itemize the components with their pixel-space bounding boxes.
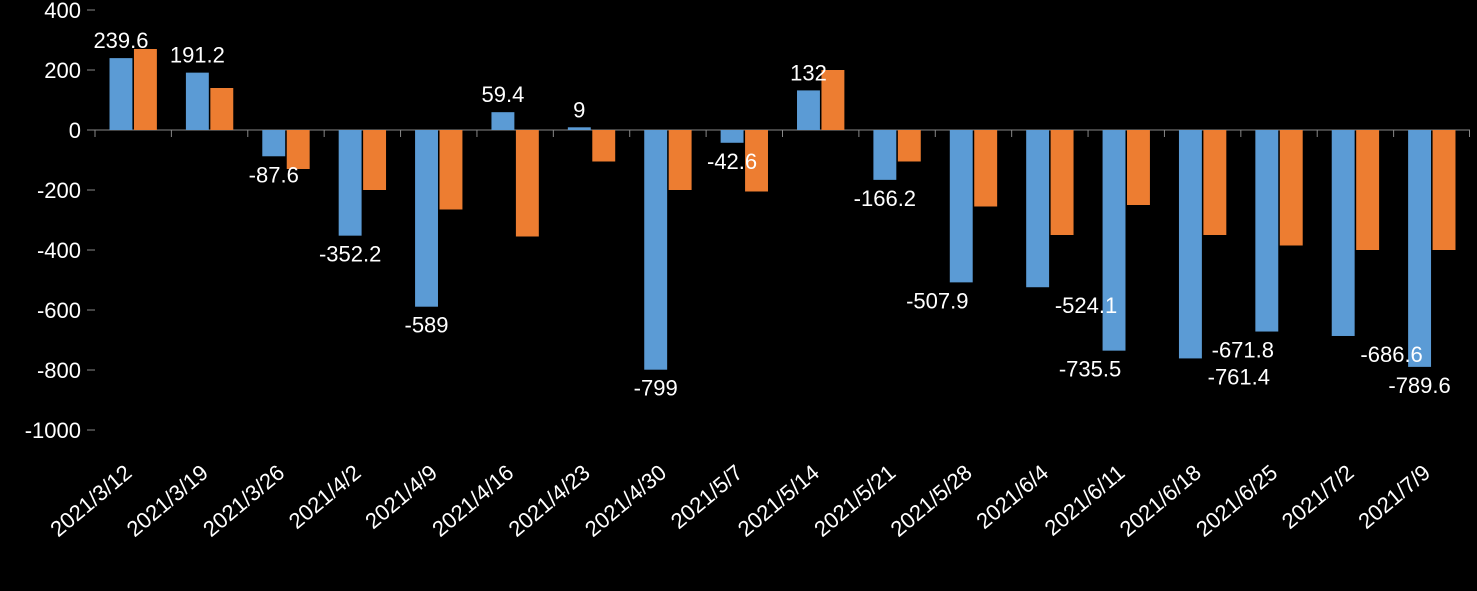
y-tick-label: 400 xyxy=(44,0,81,23)
bar-series2 xyxy=(1280,130,1303,246)
bar-value-label: -686.6 xyxy=(1360,342,1422,367)
bar-series2 xyxy=(898,130,921,162)
bar-series2 xyxy=(1127,130,1150,205)
bar-value-label: -671.8 xyxy=(1212,338,1274,363)
bar-value-label: -507.9 xyxy=(906,288,968,313)
x-tick-label: 2021/3/12 xyxy=(45,460,136,542)
x-tick-label: 2021/4/23 xyxy=(504,460,595,542)
bar-value-label: -735.5 xyxy=(1059,357,1121,382)
bar-value-label: 132 xyxy=(790,60,827,85)
bar-series1 xyxy=(339,130,362,236)
bar-series1 xyxy=(1332,130,1355,336)
bar-series2 xyxy=(516,130,539,237)
bar-chart: -1000 -800 -600 -400 -200 0 200 400 239.6 191.2 -8… xyxy=(0,0,1477,591)
x-tick-label: 2021/6/25 xyxy=(1191,460,1282,542)
bar-series1 xyxy=(721,130,744,143)
bar-series1 xyxy=(797,90,820,130)
x-tick-label: 2021/5/21 xyxy=(809,460,900,542)
bar-value-label: -799 xyxy=(634,376,678,401)
bar-series1 xyxy=(1026,130,1049,287)
x-tick-label: 2021/3/19 xyxy=(122,460,213,542)
bar-series2 xyxy=(440,130,463,210)
bar-value-label: 191.2 xyxy=(170,43,225,68)
bar-value-label: -166.2 xyxy=(854,186,916,211)
bar-series1 xyxy=(110,58,133,130)
y-tick-label: -600 xyxy=(37,298,81,323)
y-tick-label: -200 xyxy=(37,178,81,203)
bar-value-label: -87.6 xyxy=(249,162,299,187)
x-tick-label: 2021/7/2 xyxy=(1277,460,1359,534)
bar-value-label: 9 xyxy=(573,97,585,122)
y-tick-label: -800 xyxy=(37,358,81,383)
x-tick-label: 2021/5/14 xyxy=(733,460,824,542)
bar-series1 xyxy=(1255,130,1278,332)
y-tick-label: 200 xyxy=(44,58,81,83)
bar-series2 xyxy=(669,130,692,190)
x-tick-label: 2021/4/30 xyxy=(580,460,671,542)
x-tick-label: 2021/4/2 xyxy=(284,460,366,534)
bar-series2 xyxy=(1051,130,1074,235)
bar-series1 xyxy=(491,112,514,130)
bar-series1 xyxy=(1408,130,1431,367)
bar-series2 xyxy=(210,88,233,130)
bar-value-label: -524.1 xyxy=(1055,293,1117,318)
y-tick-label: -1000 xyxy=(25,418,81,443)
bar-series2 xyxy=(363,130,386,190)
x-tick-label: 2021/3/26 xyxy=(198,460,289,542)
x-tick-label: 2021/6/18 xyxy=(1115,460,1206,542)
bar-series1 xyxy=(950,130,973,282)
bar-series1 xyxy=(1179,130,1202,358)
bar-series1 xyxy=(568,127,591,130)
bar-value-label: -761.4 xyxy=(1208,364,1270,389)
y-tick-label: 0 xyxy=(69,118,81,143)
chart-container: -1000 -800 -600 -400 -200 0 200 400 239.6 191.2 -8… xyxy=(0,0,1477,591)
bar-value-label: -589 xyxy=(405,313,449,338)
bar-series1 xyxy=(415,130,438,307)
bar-series1 xyxy=(644,130,667,370)
bar-value-label: 59.4 xyxy=(482,82,525,107)
bar-series1 xyxy=(262,130,285,156)
bar-series2 xyxy=(592,130,615,162)
bar-value-label: 239.6 xyxy=(93,28,148,53)
bar-series1 xyxy=(873,130,896,180)
bar-value-label: -789.6 xyxy=(1388,373,1450,398)
x-tick-label: 2021/5/28 xyxy=(886,460,977,542)
bar-value-label: -352.2 xyxy=(319,242,381,267)
bar-series1 xyxy=(186,73,209,130)
bar-series2 xyxy=(1203,130,1226,235)
bar-series2 xyxy=(974,130,997,207)
y-tick-label: -400 xyxy=(37,238,81,263)
bar-value-label: -42.6 xyxy=(707,149,757,174)
bar-series2 xyxy=(134,49,157,130)
bar-series2 xyxy=(1433,130,1456,250)
bar-series2 xyxy=(1356,130,1379,250)
x-tick-label: 2021/4/16 xyxy=(427,460,518,542)
x-tick-label: 2021/7/9 xyxy=(1353,460,1435,534)
x-tick-label: 2021/6/11 xyxy=(1040,460,1130,541)
